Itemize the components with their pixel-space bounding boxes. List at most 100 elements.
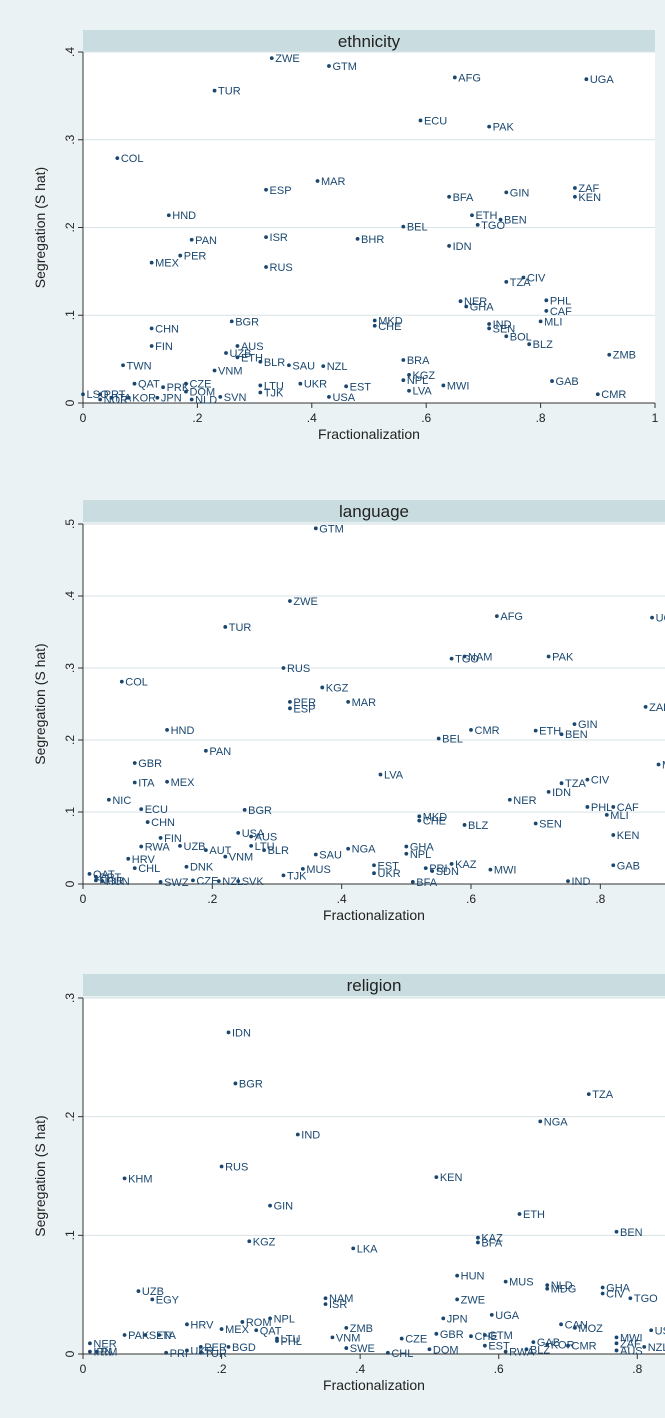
data-point bbox=[488, 867, 493, 872]
data-point bbox=[546, 654, 551, 659]
data-point-label: NER bbox=[513, 795, 536, 807]
data-point bbox=[281, 666, 286, 670]
data-point bbox=[87, 872, 92, 876]
data-point bbox=[573, 1325, 577, 1330]
data-point-label: TUR bbox=[229, 622, 252, 634]
data-point-label: CHL bbox=[391, 1348, 413, 1360]
data-point bbox=[254, 1328, 259, 1333]
data-point-label: HRV bbox=[132, 854, 156, 866]
data-point-label: CHN bbox=[151, 817, 175, 829]
data-point-label: BEN bbox=[504, 215, 527, 227]
data-point bbox=[327, 64, 331, 68]
data-point bbox=[155, 395, 160, 400]
data-point-label: GIN bbox=[274, 1201, 294, 1213]
data-point bbox=[614, 1341, 619, 1346]
data-point bbox=[81, 392, 85, 397]
data-point-label: RUS bbox=[287, 663, 310, 675]
data-point-label: HND bbox=[171, 725, 195, 737]
data-point-label: KEN bbox=[578, 192, 601, 204]
data-point bbox=[288, 699, 292, 704]
data-point bbox=[504, 334, 509, 339]
data-point-label: NPL bbox=[274, 1313, 295, 1325]
data-point bbox=[109, 395, 114, 400]
y-axis-title: Segregation (S hat) bbox=[32, 1115, 48, 1236]
data-point bbox=[355, 237, 360, 241]
data-point-label: GIN bbox=[510, 187, 530, 199]
data-point bbox=[185, 1322, 189, 1327]
data-point bbox=[614, 1348, 619, 1353]
data-point bbox=[476, 1240, 480, 1245]
data-point bbox=[145, 820, 150, 824]
y-tick-label: .5 bbox=[63, 519, 77, 529]
data-point bbox=[538, 1119, 543, 1124]
data-point bbox=[258, 383, 263, 388]
data-point-label: BFA bbox=[453, 192, 474, 204]
data-point-label: MWI bbox=[620, 1332, 643, 1344]
data-point-label: MLI bbox=[544, 316, 562, 328]
data-point bbox=[178, 253, 183, 258]
data-point bbox=[628, 1296, 633, 1301]
data-point bbox=[136, 1289, 141, 1294]
y-tick-label: .1 bbox=[63, 310, 77, 320]
data-point bbox=[585, 805, 590, 809]
data-point-label: NZL bbox=[648, 1342, 665, 1354]
y-tick-label: .4 bbox=[63, 591, 77, 601]
data-point bbox=[219, 1164, 224, 1169]
data-point bbox=[399, 1336, 404, 1341]
data-point bbox=[184, 864, 189, 869]
data-point-label: ISR bbox=[329, 1299, 347, 1311]
data-point bbox=[544, 308, 549, 313]
data-point bbox=[327, 394, 331, 399]
data-point bbox=[487, 326, 492, 331]
data-point bbox=[531, 1340, 536, 1345]
data-point-label: KEN bbox=[617, 830, 640, 842]
data-point-label: AUT bbox=[209, 845, 231, 857]
y-tick-label: .2 bbox=[63, 222, 77, 232]
data-point bbox=[482, 1343, 487, 1348]
data-point-label: ZWE bbox=[275, 53, 299, 65]
data-point bbox=[469, 1334, 473, 1339]
data-point-label: PRI bbox=[170, 1348, 188, 1360]
data-point-label: BLR bbox=[268, 845, 289, 857]
data-point bbox=[264, 265, 268, 269]
data-point-label: AUS bbox=[241, 341, 264, 353]
plot-area bbox=[83, 524, 665, 884]
data-point-label: MO bbox=[662, 759, 665, 771]
data-point-label: NAM bbox=[329, 1293, 353, 1305]
data-point-label: HND bbox=[172, 210, 196, 222]
data-point bbox=[404, 844, 409, 849]
data-point bbox=[295, 1132, 300, 1137]
data-point bbox=[372, 863, 376, 868]
chart-title: ethnicity bbox=[338, 32, 401, 51]
data-point-label: LVA bbox=[413, 386, 433, 398]
data-point-label: AFG bbox=[458, 72, 481, 84]
data-point-label: ESP bbox=[293, 703, 315, 715]
data-point-label: GHA bbox=[470, 301, 495, 313]
data-point bbox=[418, 118, 423, 123]
data-point-label: BEL bbox=[407, 222, 428, 234]
data-point-label: BGR bbox=[239, 1078, 263, 1090]
data-point bbox=[132, 866, 137, 871]
data-point-label: MEX bbox=[171, 777, 196, 789]
data-point bbox=[344, 1346, 349, 1350]
data-point-label: PHL bbox=[550, 295, 571, 307]
data-point-label: SVK bbox=[242, 876, 265, 888]
y-tick-label: .4 bbox=[63, 47, 77, 57]
data-point bbox=[150, 1297, 155, 1302]
data-point bbox=[320, 685, 325, 690]
data-point-label: GHA bbox=[410, 842, 435, 854]
data-point-label: SAU bbox=[319, 849, 342, 861]
data-point bbox=[247, 1239, 252, 1244]
data-point-label: TA bbox=[163, 1330, 177, 1342]
data-point bbox=[489, 1312, 494, 1317]
data-point bbox=[258, 390, 263, 395]
data-point-label: ECU bbox=[424, 115, 447, 127]
data-point-label: CHN bbox=[155, 323, 179, 335]
data-point-label: PER bbox=[204, 1342, 227, 1354]
data-point bbox=[281, 873, 286, 878]
data-point-label: SDN bbox=[436, 866, 459, 878]
data-point bbox=[607, 352, 612, 357]
data-point bbox=[449, 656, 454, 661]
data-point-label: LTU bbox=[264, 380, 284, 392]
